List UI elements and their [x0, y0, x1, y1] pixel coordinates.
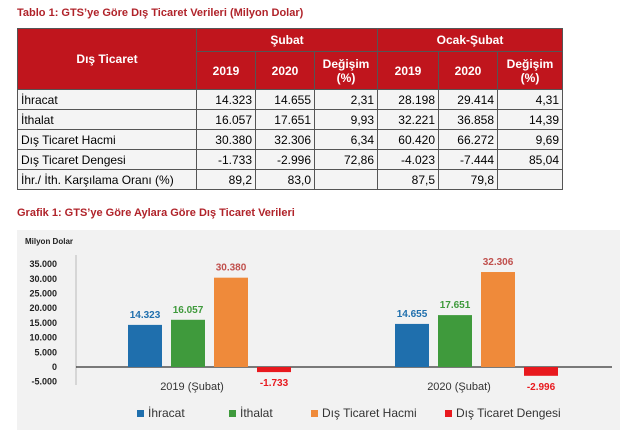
- table-cell: 16.057: [196, 109, 256, 130]
- table-cell: 89,2: [196, 169, 256, 190]
- table-row: İhr./ İth. Karşılama Oranı (%) 89,2 83,0 87…: [17, 169, 563, 190]
- legend-swatch: [311, 409, 318, 417]
- data-label: -2.996: [527, 382, 556, 393]
- row-label: İthalat: [17, 109, 197, 130]
- data-label: 17.651: [440, 300, 471, 311]
- y-tick-label: 30.000: [29, 274, 57, 284]
- table-row: İhracat 14.323 14.655 2,31 28.198 29.414 4,31: [17, 89, 563, 110]
- bar: [438, 315, 472, 367]
- table-cell: 83,0: [255, 169, 315, 190]
- category-label: 2019 (Şubat): [160, 381, 224, 393]
- table-cell: 17.651: [255, 109, 315, 130]
- table-cell: 32.306: [255, 129, 315, 150]
- table-cell: 32.221: [377, 109, 439, 130]
- bar-chart: Milyon Dolar 35.000 30.000 25.000 20.000 15.0…: [17, 230, 620, 430]
- col-header: 2019: [377, 51, 439, 90]
- row-label: İhr./ İth. Karşılama Oranı (%): [17, 169, 197, 190]
- y-tick-label: 25.000: [29, 289, 57, 299]
- table-cell: -1.733: [196, 149, 256, 170]
- table-cell: 14.655: [255, 89, 315, 110]
- legend-label: İhracat: [148, 406, 185, 420]
- legend-label: Dış Ticaret Dengesi: [456, 406, 561, 420]
- trade-table: Dış Ticaret Şubat Ocak-Şubat 2019 2020 D…: [17, 28, 563, 190]
- col-header: 2020: [438, 51, 498, 90]
- y-tick-label: 10.000: [29, 333, 57, 343]
- bar: [481, 272, 515, 367]
- table-cell: 14.323: [196, 89, 256, 110]
- y-tick-label: 15.000: [29, 318, 57, 328]
- table-cell: -2.996: [255, 149, 315, 170]
- row-header: Dış Ticaret: [17, 28, 197, 90]
- data-label: 14.323: [130, 310, 161, 321]
- legend-label: İthalat: [240, 406, 273, 420]
- row-label: Dış Ticaret Hacmi: [17, 129, 197, 150]
- legend-item: Dış Ticaret Hacmi: [311, 406, 417, 420]
- table-title: Tablo 1: GTS’ye Göre Dış Ticaret Veriler…: [17, 7, 304, 19]
- data-label: -1.733: [260, 378, 289, 389]
- table-row: Dış Ticaret Hacmi 30.380 32.306 6,34 60.420 6…: [17, 129, 563, 150]
- legend-swatch: [137, 409, 144, 417]
- table-cell: 9,93: [314, 109, 378, 130]
- data-label: 16.057: [173, 305, 204, 316]
- y-tick-label: 0: [52, 362, 57, 372]
- data-label: 32.306: [483, 257, 514, 268]
- table-cell: 28.198: [377, 89, 439, 110]
- row-label: İhracat: [17, 89, 197, 110]
- data-label: 14.655: [397, 309, 428, 320]
- table-cell: 60.420: [377, 129, 439, 150]
- table-cell: 2,31: [314, 89, 378, 110]
- legend-label: Dış Ticaret Hacmi: [322, 406, 417, 420]
- group-header: Ocak-Şubat: [377, 28, 563, 52]
- legend-swatch: [229, 409, 236, 417]
- table-cell: 72,86: [314, 149, 378, 170]
- table-cell: [497, 169, 563, 190]
- table-cell: -4.023: [377, 149, 439, 170]
- legend-swatch: [445, 409, 452, 417]
- table-cell: 29.414: [438, 89, 498, 110]
- table-cell: 66.272: [438, 129, 498, 150]
- bar: [257, 367, 291, 373]
- bar: [171, 319, 205, 367]
- table-cell: 4,31: [497, 89, 563, 110]
- col-header: 2019: [196, 51, 256, 90]
- table-cell: 9,69: [497, 129, 563, 150]
- table-cell: 87,5: [377, 169, 439, 190]
- table-cell: 14,39: [497, 109, 563, 130]
- table-cell: 6,34: [314, 129, 378, 150]
- category-label: 2020 (Şubat): [427, 381, 491, 393]
- y-tick-label: 35.000: [29, 259, 57, 269]
- bar: [395, 323, 429, 367]
- bar: [214, 277, 248, 367]
- legend-item: İhracat: [137, 406, 185, 420]
- table-row: İthalat 16.057 17.651 9,93 32.221 36.858 14,39: [17, 109, 563, 130]
- col-header: 2020: [255, 51, 315, 90]
- chart-svg: Milyon Dolar 35.000 30.000 25.000 20.000 15.0…: [25, 237, 612, 393]
- table-cell: 85,04: [497, 149, 563, 170]
- table-cell: 36.858: [438, 109, 498, 130]
- bar: [524, 367, 558, 376]
- chart-title: Grafik 1: GTS’ye Göre Aylara Göre Dış Ti…: [17, 207, 295, 219]
- y-tick-label: -5.000: [31, 377, 57, 387]
- table-cell: -7.444: [438, 149, 498, 170]
- legend-item: İthalat: [229, 406, 273, 420]
- y-tick-label: 20.000: [29, 303, 57, 313]
- table-cell: 30.380: [196, 129, 256, 150]
- row-label: Dış Ticaret Dengesi: [17, 149, 197, 170]
- table-cell: 79,8: [438, 169, 498, 190]
- bar: [128, 324, 162, 367]
- legend-item: Dış Ticaret Dengesi: [445, 406, 561, 420]
- table-row: Dış Ticaret Dengesi -1.733 -2.996 72,86 -4.0…: [17, 149, 563, 170]
- data-label: 30.380: [216, 263, 247, 274]
- table-cell: [314, 169, 378, 190]
- group-header: Şubat: [196, 28, 378, 52]
- y-axis-label: Milyon Dolar: [25, 237, 73, 246]
- col-header: Değişim (%): [497, 51, 563, 90]
- y-tick-label: 5.000: [34, 347, 57, 357]
- col-header: Değişim (%): [314, 51, 378, 90]
